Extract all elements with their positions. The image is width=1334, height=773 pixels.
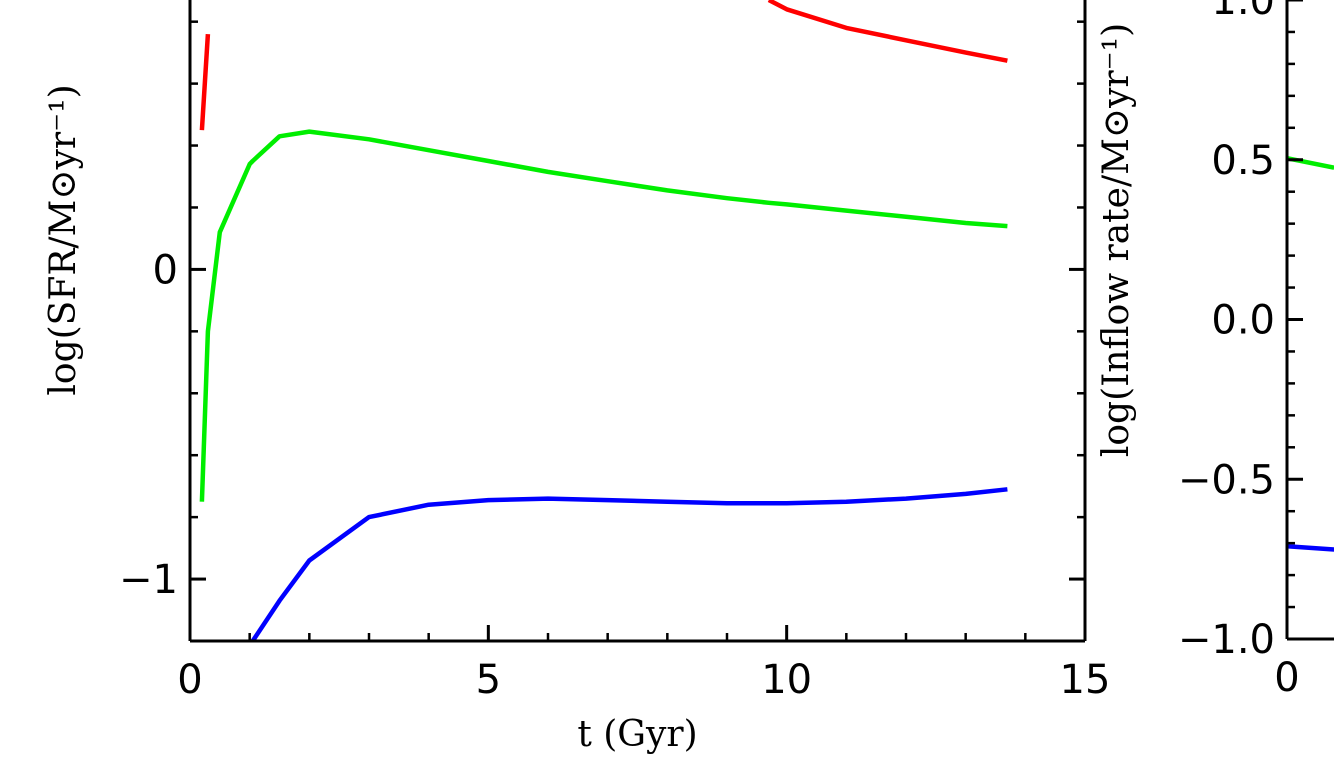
x-tick-label: 10 [761, 657, 812, 703]
x-tick-label: 5 [476, 657, 501, 703]
plot-lines [1287, 155, 1334, 552]
series-line [199, 129, 1008, 502]
y-tick-label: −1.0 [1178, 617, 1275, 663]
x-tick-label: 0 [177, 657, 202, 703]
y-tick-label: −1 [119, 557, 178, 603]
y-tick-label: 1.0 [1211, 0, 1275, 24]
x-tick-label: 15 [1060, 657, 1111, 703]
y-tick-label: 0.0 [1211, 298, 1275, 344]
series-line [250, 487, 1008, 641]
y-axis-label: log(SFR/M⊙yr⁻¹) [43, 84, 84, 395]
y-tick-label: 0.5 [1211, 138, 1275, 184]
x-tick-label: 0 [1274, 655, 1299, 701]
y-tick-label: −0.5 [1178, 457, 1275, 503]
y-axis-label: log(Inflow rate/M⊙yr⁻¹) [1096, 23, 1137, 457]
series-line [199, 0, 1008, 131]
series-line [1287, 544, 1334, 552]
plot-lines [199, 0, 1008, 641]
y-tick-label: 0 [153, 247, 178, 293]
x-axis-label: t (Gyr) [577, 714, 697, 755]
